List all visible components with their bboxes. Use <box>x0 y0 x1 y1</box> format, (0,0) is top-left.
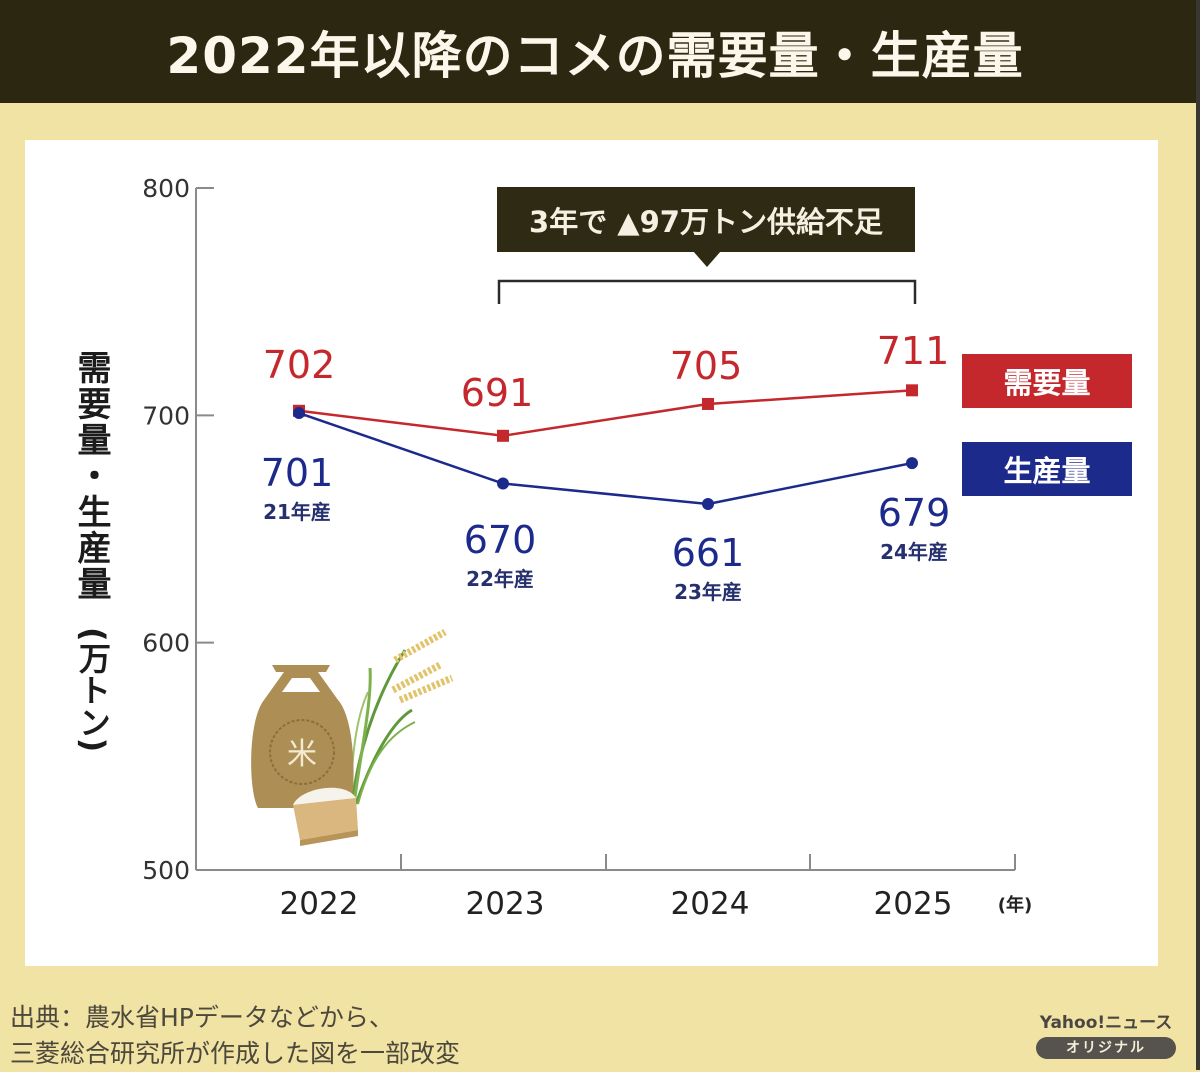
demand-value-label: 691 <box>461 371 534 415</box>
x-ticks: 2022 2023 2024 2025 (年) <box>280 854 1032 922</box>
series-demand <box>293 384 918 442</box>
x-tick-label: 2024 <box>671 886 750 922</box>
supply-point <box>497 477 509 490</box>
chart-panel <box>25 140 1158 966</box>
brand-name: Yahoo!ニュース <box>1039 1013 1173 1033</box>
supply-value-label: 701 <box>261 451 334 495</box>
y-tick-label: 800 <box>142 174 190 203</box>
demand-point <box>497 429 509 442</box>
demand-point <box>906 384 918 397</box>
y-axis-title: 需要量・生産量 <box>71 350 111 602</box>
y-tick-label: 700 <box>142 401 190 430</box>
supply-point <box>293 407 305 420</box>
source-line-2: 三菱総合研究所が作成した図を一部改変 <box>10 1039 461 1068</box>
legend-demand: 需要量 <box>962 354 1132 408</box>
supply-line <box>298 411 913 506</box>
y-tick-label: 500 <box>142 856 190 885</box>
supply-point <box>906 457 918 470</box>
supply-point <box>702 497 714 510</box>
y-tick-label: 600 <box>142 629 190 658</box>
legend-demand-label: 需要量 <box>1003 366 1091 400</box>
supply-value-label: 679 <box>878 491 951 535</box>
source-line-1: 出典：農水省HPデータなどから、 <box>10 1003 394 1032</box>
demand-value-label: 711 <box>877 329 950 373</box>
rice-plant-icon <box>349 628 454 805</box>
source-note: 出典：農水省HPデータなどから、 三菱総合研究所が作成した図を一部改変 <box>10 1000 460 1072</box>
supply-crop-year-label: 24年産 <box>880 540 948 564</box>
y-axis-unit: (万トン) <box>74 627 112 753</box>
demand-point <box>702 397 714 410</box>
brand-badge: オリジナル <box>1036 1037 1176 1059</box>
brand-logo: Yahoo!ニュース オリジナル <box>1036 1008 1176 1059</box>
x-tick-label: 2022 <box>280 886 359 922</box>
supply-value-label: 661 <box>672 531 745 575</box>
right-edge-strip <box>1196 0 1200 1070</box>
annotation-bracket <box>497 279 917 304</box>
data-labels: 702 691 705 711 701 21年産 670 22年産 661 23年産 679 24年産 <box>261 329 951 604</box>
shortage-callout-text: 3年で ▲97万トン供給不足 <box>529 204 883 239</box>
supply-crop-year-label: 22年産 <box>466 567 534 591</box>
callout-pointer <box>693 251 721 267</box>
rice-bag-icon: 米 <box>251 665 354 808</box>
y-ticks: 800 700 600 500 <box>142 174 214 885</box>
legend-supply-label: 生産量 <box>1003 454 1091 488</box>
supply-crop-year-label: 23年産 <box>674 580 742 604</box>
shortage-callout: 3年で ▲97万トン供給不足 <box>497 187 915 252</box>
supply-value-label: 670 <box>464 518 537 562</box>
legend-supply: 生産量 <box>962 442 1132 496</box>
demand-value-label: 705 <box>670 344 743 388</box>
rice-bag-label: 米 <box>287 737 317 772</box>
header-bar: 2022年以降のコメの需要量・生産量 <box>0 0 1200 103</box>
x-tick-label: 2025 <box>874 886 953 922</box>
rice-illustration: 米 <box>251 628 454 846</box>
series-supply <box>293 407 918 510</box>
rice-box-icon <box>293 787 358 846</box>
demand-value-label: 702 <box>263 343 336 387</box>
supply-crop-year-label: 21年産 <box>263 500 331 524</box>
chart-title: 2022年以降のコメの需要量・生産量 <box>166 26 1024 85</box>
demand-line <box>298 389 913 438</box>
x-axis-unit: (年) <box>998 894 1032 916</box>
x-tick-label: 2023 <box>466 886 545 922</box>
